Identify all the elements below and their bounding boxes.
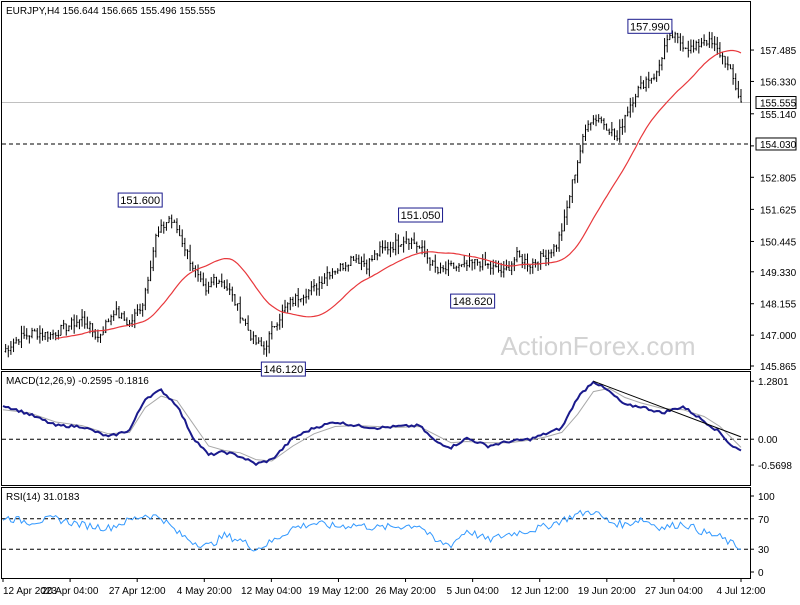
price-panel xyxy=(1,1,751,370)
time-tick-label: 19 Jun 20:00 xyxy=(578,586,636,597)
price-tick-label: 152.805 xyxy=(760,173,797,184)
time-tick-label: 12 Jun 12:00 xyxy=(511,586,569,597)
time-tick-label: 5 Jun 04:00 xyxy=(447,586,500,597)
price-annotations: 151.600 146.120 151.050 148.620 157.990 xyxy=(117,18,673,377)
annotation-box xyxy=(260,361,306,377)
macd-lines xyxy=(2,380,750,467)
price-marker xyxy=(755,137,797,151)
price-tick-label: 157.485 xyxy=(760,46,797,57)
time-tick-label: 20 Apr 04:00 xyxy=(42,586,99,597)
time-tick-label: 12 May 04:00 xyxy=(241,586,302,597)
moving-average-line xyxy=(55,49,742,339)
annotation-label: 146.120 xyxy=(263,364,303,376)
price-marker-label: 154.030 xyxy=(760,140,797,151)
time-tick-label: 12 Apr 2023 xyxy=(3,586,57,597)
price-tick-label: 156.330 xyxy=(760,77,797,88)
price-tick-label: 148.155 xyxy=(760,300,797,311)
price-axis: 157.485156.330155.140153.960152.805151.6… xyxy=(750,46,797,373)
signal-line xyxy=(2,387,742,462)
price-marker xyxy=(755,96,797,110)
macd-tick-label: 1.2801 xyxy=(758,377,789,388)
time-tick-label: 4 Jul 12:00 xyxy=(717,586,766,597)
annotation-label: 148.620 xyxy=(453,296,493,308)
rsi-tick-label: 0 xyxy=(758,568,764,579)
candles xyxy=(4,30,742,358)
macd-tick-label: 0.00 xyxy=(758,435,778,446)
macd-panel xyxy=(1,371,751,486)
rsi-tick-label: 100 xyxy=(758,492,775,503)
time-tick-label: 27 Jun 04:00 xyxy=(645,586,703,597)
macd-tick-label: -0.5698 xyxy=(758,461,792,472)
rsi-tick-label: 30 xyxy=(758,545,770,556)
annotation-box xyxy=(450,293,496,309)
rsi-axis: 100 70 30 0 xyxy=(750,492,775,579)
annotation-box xyxy=(117,192,163,208)
watermark: ActionForex.com xyxy=(500,331,695,361)
macd-trendline xyxy=(593,380,742,438)
annotation-label: 157.990 xyxy=(630,21,670,33)
price-tick-label: 150.445 xyxy=(760,237,797,248)
time-tick-label: 19 May 12:00 xyxy=(308,586,369,597)
price-marker-label: 155.555 xyxy=(760,99,797,110)
rsi-header: RSI(14) 31.0183 xyxy=(6,492,80,503)
rsi-tick-label: 70 xyxy=(758,515,770,526)
time-tick-label: 4 May 20:00 xyxy=(177,586,232,597)
annotation-box xyxy=(398,207,444,223)
price-tick-label: 155.140 xyxy=(760,110,797,121)
price-tick-label: 151.625 xyxy=(760,205,797,216)
annotation-box xyxy=(627,18,673,34)
macd-line xyxy=(2,380,742,467)
annotation-label: 151.050 xyxy=(401,210,441,222)
rsi-line xyxy=(2,509,742,552)
price-tick-label: 145.865 xyxy=(760,362,797,373)
time-tick-label: 26 May 20:00 xyxy=(375,586,436,597)
price-tick-label: 147.000 xyxy=(760,331,797,342)
time-tick-label: 27 Apr 12:00 xyxy=(109,586,166,597)
macd-header: MACD(12,26,9) -0.2595 -0.1816 xyxy=(6,376,149,387)
rsi-lines xyxy=(2,509,750,552)
macd-axis: 1.2801 0.00 -0.5698 xyxy=(750,377,792,472)
price-levels xyxy=(2,102,750,145)
annotation-label: 151.600 xyxy=(120,195,160,207)
rsi-panel xyxy=(1,487,751,579)
symbol-header: EURJPY,H4 156.644 156.665 155.496 155.55… xyxy=(6,6,216,17)
price-tick-label: 149.330 xyxy=(760,268,797,279)
